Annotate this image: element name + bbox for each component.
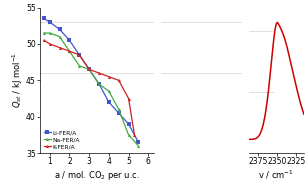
X-axis label: a / mol. CO$_2$ per u.c.: a / mol. CO$_2$ per u.c. <box>54 169 140 182</box>
X-axis label: v / cm$^{-1}$: v / cm$^{-1}$ <box>258 169 294 181</box>
Y-axis label: $Q_{st}$ / kJ mol$^{-1}$: $Q_{st}$ / kJ mol$^{-1}$ <box>10 52 25 108</box>
Legend: Li-FER/A, Na-FER/A, K-FER/A: Li-FER/A, Na-FER/A, K-FER/A <box>43 129 81 150</box>
